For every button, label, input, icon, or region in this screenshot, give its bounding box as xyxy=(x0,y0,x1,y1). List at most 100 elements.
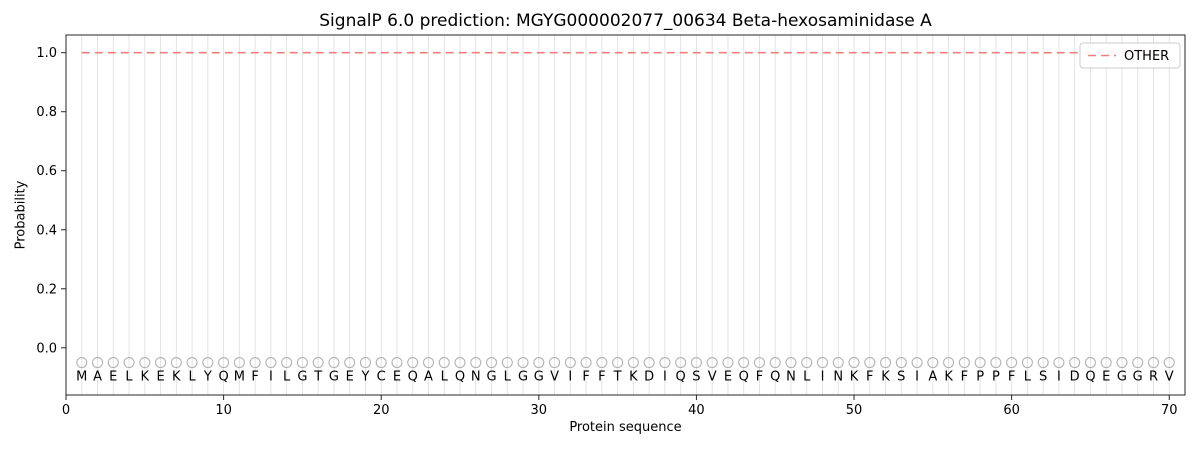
residue-marker xyxy=(1147,356,1160,369)
residue-marker xyxy=(580,356,592,369)
residue-letter: D xyxy=(1070,370,1080,385)
residue-letter: G xyxy=(1133,370,1143,385)
residue-letter: G xyxy=(534,370,544,385)
residue-markers xyxy=(76,356,1175,369)
residue-marker xyxy=(832,356,844,369)
residue-letter: F xyxy=(1008,370,1015,385)
residue-marker xyxy=(391,356,403,369)
residue-marker xyxy=(438,356,450,369)
residue-marker xyxy=(1100,356,1112,369)
residue-letter: A xyxy=(928,370,937,385)
residue-marker xyxy=(296,356,308,369)
residue-letter: E xyxy=(156,370,164,385)
residue-letter: N xyxy=(471,370,481,385)
residue-letter: F xyxy=(582,370,589,385)
x-tick-label: 40 xyxy=(688,403,705,418)
residue-marker xyxy=(470,356,482,369)
residue-letter: Q xyxy=(739,370,749,385)
residue-marker xyxy=(895,356,907,369)
residue-letter: F xyxy=(866,370,873,385)
legend: OTHER xyxy=(1079,42,1181,69)
residue-marker xyxy=(123,356,135,369)
residue-letter: I xyxy=(663,370,667,385)
residue-marker xyxy=(943,356,955,369)
residue-marker xyxy=(659,356,671,369)
residue-letter: S xyxy=(1039,370,1047,385)
residue-letter: V xyxy=(708,370,717,385)
chart-title: SignalP 6.0 prediction: MGYG000002077_00… xyxy=(319,11,932,31)
residue-marker xyxy=(1084,356,1096,369)
x-tick-label: 60 xyxy=(1003,403,1020,418)
residue-marker xyxy=(1053,356,1065,369)
residue-marker xyxy=(1037,356,1049,369)
residue-marker xyxy=(675,356,687,369)
residue-marker xyxy=(549,356,561,369)
residue-marker xyxy=(879,356,892,369)
residue-marker xyxy=(328,356,340,369)
residue-letter: T xyxy=(613,370,622,385)
residue-letter: P xyxy=(976,370,984,385)
residue-letter: L xyxy=(504,370,512,385)
residue-marker xyxy=(596,356,608,369)
residue-letter: S xyxy=(692,370,700,385)
residue-marker xyxy=(281,356,293,369)
residue-letter: R xyxy=(1149,370,1158,385)
residue-marker xyxy=(801,356,813,369)
residue-letter: N xyxy=(786,370,796,385)
residue-marker xyxy=(769,356,781,369)
residue-letter: L xyxy=(803,370,811,385)
residue-marker xyxy=(1132,356,1144,369)
residue-marker xyxy=(722,356,734,369)
x-axis: 0 10 20 30 40 50 60 70 xyxy=(62,395,1178,418)
residue-marker xyxy=(517,356,529,369)
residue-letter: G xyxy=(297,370,307,385)
residue-marker xyxy=(249,356,261,369)
residue-marker xyxy=(170,356,182,369)
legend-label: OTHER xyxy=(1124,49,1169,64)
y-tick-label: 0.6 xyxy=(36,164,57,179)
residue-letter: C xyxy=(377,370,386,385)
residue-letter: F xyxy=(961,370,968,385)
residue-marker xyxy=(218,356,230,369)
residue-letter: L xyxy=(125,370,133,385)
residue-letter: K xyxy=(629,370,638,385)
residue-letter: I xyxy=(821,370,825,385)
residue-letter: E xyxy=(1102,370,1110,385)
residue-marker xyxy=(927,356,939,369)
residue-marker xyxy=(1021,356,1033,369)
residue-marker xyxy=(1069,356,1081,369)
residue-marker xyxy=(186,356,198,369)
residue-marker xyxy=(612,356,624,369)
residue-marker xyxy=(990,356,1002,369)
residue-letter: Q xyxy=(770,370,780,385)
residue-marker xyxy=(344,356,356,369)
residue-marker xyxy=(1116,356,1128,369)
residue-letter: P xyxy=(992,370,1000,385)
y-tick-label: 0.0 xyxy=(36,341,57,356)
residue-letter: L xyxy=(1024,370,1032,385)
residue-letter: M xyxy=(234,370,245,385)
residue-letter: D xyxy=(644,370,654,385)
residue-marker xyxy=(816,356,829,369)
x-tick-label: 20 xyxy=(373,403,390,418)
residue-marker xyxy=(974,356,986,369)
residue-marker xyxy=(91,356,104,369)
residue-letter: L xyxy=(188,370,196,385)
residue-marker xyxy=(1006,356,1018,369)
residue-marker xyxy=(359,356,372,369)
y-tick-label: 0.4 xyxy=(36,223,57,238)
residue-letter: N xyxy=(833,370,843,385)
residue-marker xyxy=(564,356,576,369)
residue-letter: S xyxy=(897,370,905,385)
residue-letter: K xyxy=(944,370,953,385)
y-tick-label: 0.2 xyxy=(36,282,57,297)
x-axis-label: Protein sequence xyxy=(569,420,682,435)
residue-marker xyxy=(1163,356,1175,369)
residue-letter: F xyxy=(598,370,605,385)
residue-letter: F xyxy=(756,370,763,385)
residue-letter: K xyxy=(881,370,890,385)
residue-marker xyxy=(233,356,245,369)
plot-border xyxy=(65,34,1186,396)
residue-letter: M xyxy=(76,370,87,385)
